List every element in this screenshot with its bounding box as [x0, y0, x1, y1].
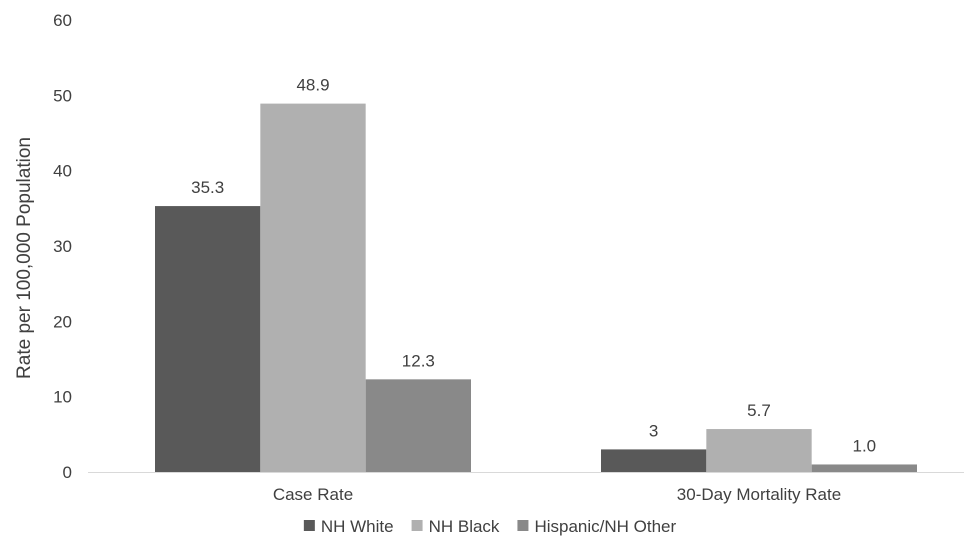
data-label: 48.9	[296, 76, 329, 95]
data-label: 12.3	[402, 351, 435, 370]
data-label: 1.0	[853, 436, 877, 455]
y-tick-label: 10	[53, 388, 72, 407]
data-label: 5.7	[747, 401, 771, 420]
y-tick-label: 50	[53, 86, 72, 105]
data-label: 35.3	[191, 178, 224, 197]
x-category-label: 30-Day Mortality Rate	[677, 485, 841, 504]
y-tick-label: 60	[53, 11, 72, 30]
y-tick-label: 0	[63, 463, 72, 482]
data-label: 3	[649, 421, 658, 440]
x-category-label: Case Rate	[273, 485, 353, 504]
bar-hispanic-nh-other-1	[811, 464, 917, 472]
legend-label: Hispanic/NH Other	[534, 517, 676, 536]
bar-nh-white-1	[601, 449, 707, 472]
bar-nh-black-0	[260, 103, 366, 473]
data-labels: 35.3 48.9 12.3 3 5.7 1.0	[191, 76, 876, 456]
y-axis-label: Rate per 100,000 Population	[14, 137, 35, 379]
y-tick-label: 40	[53, 162, 72, 181]
legend-label: NH White	[321, 517, 394, 536]
y-tick-label: 30	[53, 237, 72, 256]
legend-swatch	[517, 520, 529, 531]
legend-label: NH Black	[429, 517, 500, 536]
x-axis-category-labels: Case Rate 30-Day Mortality Rate	[273, 485, 841, 504]
legend-swatch	[303, 520, 315, 531]
bar-hispanic-nh-other-0	[365, 379, 471, 472]
y-axis-label-group: Rate per 100,000 Population	[14, 137, 35, 379]
legend-item: Hispanic/NH Other	[517, 517, 676, 536]
legend: NH White NH Black Hispanic/NH Other	[303, 517, 676, 536]
bar-nh-white-0	[155, 206, 261, 472]
legend-item: NH Black	[411, 517, 500, 536]
legend-swatch	[411, 520, 423, 531]
bar-nh-black-1	[706, 429, 812, 472]
legend-item: NH White	[303, 517, 394, 536]
y-axis-ticks: 0 10 20 30 40 50 60	[53, 11, 72, 482]
bars	[155, 103, 917, 473]
y-tick-label: 20	[53, 312, 72, 331]
